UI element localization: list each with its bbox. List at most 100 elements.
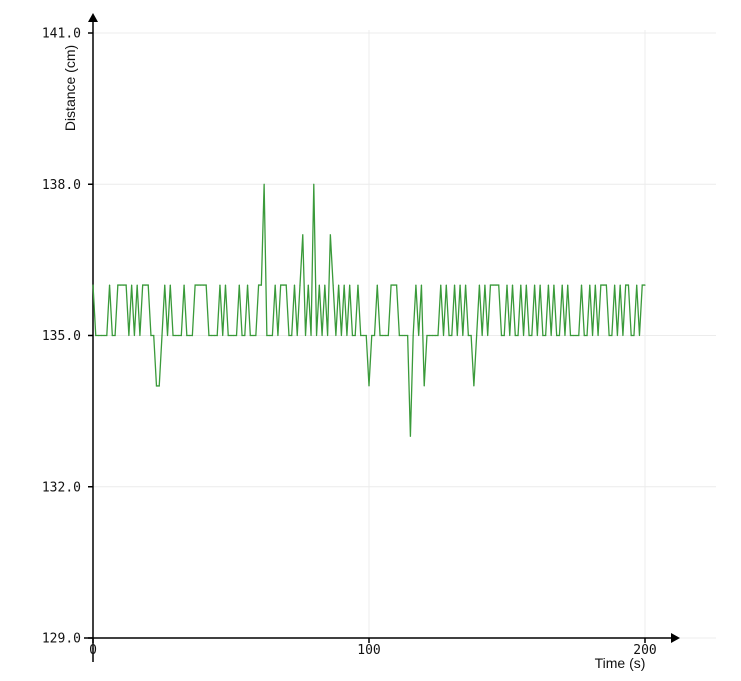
data-point [122, 284, 124, 286]
data-point [133, 334, 135, 337]
data-point [180, 334, 182, 337]
axes [84, 13, 680, 662]
data-point [197, 284, 199, 286]
data-point [335, 334, 337, 337]
data-point [103, 334, 105, 337]
data-point [611, 334, 613, 337]
x-tick-label: 200 [633, 643, 656, 658]
data-point [420, 284, 423, 286]
data-point [594, 284, 596, 286]
data-point [470, 334, 472, 337]
data-point [387, 334, 389, 337]
data-point [484, 284, 486, 286]
data-point [451, 334, 453, 337]
data-point [139, 334, 141, 337]
data-point [252, 334, 254, 337]
x-tick-label: 0 [89, 643, 97, 658]
data-point [462, 334, 464, 337]
data-point [373, 334, 376, 337]
data-point [205, 284, 207, 286]
data-point [313, 183, 315, 185]
data-point [534, 284, 536, 286]
data-point [569, 334, 572, 337]
data-point [321, 334, 323, 337]
data-point [418, 334, 420, 337]
data-point [114, 334, 116, 337]
data-point [277, 334, 279, 337]
data-point [636, 284, 638, 286]
x-axis-title: Time (s) [595, 655, 646, 671]
data-point [296, 334, 298, 337]
data-point [106, 334, 108, 337]
data-point [128, 334, 130, 337]
data-point [605, 284, 607, 286]
data-point [238, 284, 240, 286]
data-point [522, 334, 525, 337]
data-point [194, 284, 196, 286]
data-point [558, 334, 561, 337]
data-point [224, 284, 227, 286]
data-point [556, 334, 558, 337]
data-point [282, 284, 285, 286]
data-point [382, 334, 384, 337]
data-point [547, 284, 550, 286]
data-point [216, 334, 218, 337]
data-point [293, 284, 296, 286]
data-point [269, 334, 271, 337]
data-point [409, 435, 411, 437]
data-point [445, 284, 447, 286]
data-point [525, 284, 527, 286]
data-point [506, 284, 508, 286]
data-point [398, 334, 400, 337]
data-point [164, 284, 166, 286]
data-point [586, 334, 588, 337]
data-point [125, 284, 127, 286]
data-point [271, 334, 273, 337]
data-point [213, 334, 216, 337]
data-point [95, 334, 97, 337]
data-point [503, 334, 505, 337]
data-point [291, 334, 293, 337]
data-point [177, 334, 180, 337]
data-point [329, 234, 331, 236]
data-point [495, 284, 497, 286]
data-point [189, 334, 191, 337]
data-point [517, 334, 519, 337]
data-point [222, 334, 224, 337]
data-point [550, 334, 552, 337]
data-point [241, 334, 243, 337]
data-point [304, 334, 307, 337]
data-point [343, 284, 345, 286]
data-point [520, 284, 522, 286]
data-point [227, 334, 229, 337]
data-point [614, 284, 616, 286]
data-point [431, 334, 434, 337]
data-point [371, 334, 373, 337]
data-point [280, 284, 282, 286]
data-point [625, 284, 627, 286]
data-point [536, 334, 538, 337]
data-point [357, 284, 359, 286]
data-point [92, 284, 94, 286]
data-point [578, 334, 580, 337]
data-point [120, 284, 122, 286]
data-point [100, 334, 102, 337]
data-point [310, 334, 312, 337]
data-point [638, 334, 641, 337]
data-point [487, 334, 489, 337]
data-point [244, 334, 246, 337]
data-point [365, 334, 367, 337]
data-point [545, 334, 547, 337]
data-point [108, 284, 111, 286]
data-point [589, 284, 591, 286]
data-point [442, 334, 445, 337]
data-point [465, 284, 467, 286]
data-point [553, 284, 555, 286]
data-point [407, 334, 409, 337]
data-point [633, 334, 635, 337]
data-point [539, 284, 541, 286]
data-point [172, 334, 174, 337]
data-point [393, 284, 395, 286]
y-axis-arrow-icon [88, 13, 98, 22]
